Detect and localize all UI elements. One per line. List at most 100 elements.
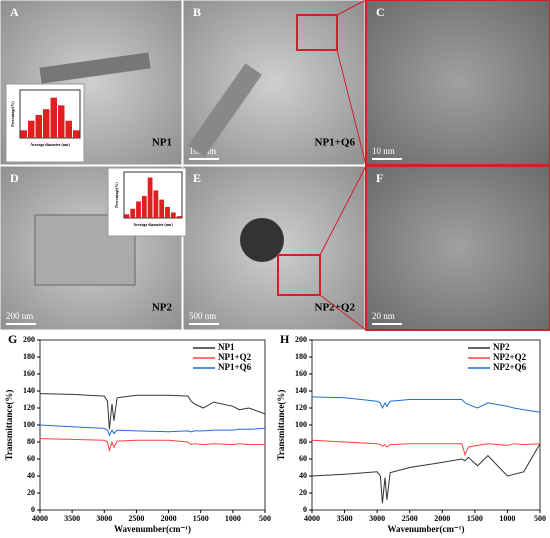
spectrum-line: [311, 439, 541, 457]
histogram-bar: [170, 212, 176, 218]
x-tick-label: 500: [534, 514, 546, 523]
histogram-bar: [50, 97, 57, 138]
panel-letter: C: [376, 5, 385, 19]
spectrum-line: [39, 438, 265, 453]
zoom-box: [296, 14, 338, 51]
legend-label: NP1+Q2: [218, 352, 252, 362]
x-tick-label: 4000: [32, 514, 48, 523]
panel-letter: D: [10, 171, 19, 185]
y-tick-label: 40: [299, 471, 307, 480]
panel-letter: B: [193, 5, 201, 19]
spectrum-line: [39, 393, 266, 430]
x-axis-label: Wavenumber(cm⁻¹): [114, 524, 191, 534]
histogram-bar: [159, 199, 165, 218]
histogram-bar: [165, 206, 170, 218]
spectrum-line: [311, 396, 541, 413]
histogram-bar: [124, 214, 130, 218]
x-tick-label: 3000: [96, 514, 112, 523]
x-tick-label: 3500: [64, 514, 80, 523]
histogram-bar: [58, 105, 65, 138]
inset-bg: [107, 167, 187, 237]
histogram-bar: [65, 120, 72, 138]
histogram-bar: [176, 216, 182, 218]
histogram-bar: [136, 201, 141, 218]
plot-frame: [19, 89, 81, 139]
connector: [319, 294, 367, 331]
zoom-box: [277, 254, 321, 296]
y-tick-label: 20: [27, 488, 35, 497]
y-tick-label: 100: [23, 420, 35, 429]
y-tick-label: 80: [27, 437, 35, 446]
y-axis-label: Transmittance(%): [276, 390, 286, 461]
x-tick-label: 3000: [369, 514, 385, 523]
x-tick-label: 500: [259, 514, 271, 523]
y-axis-label: Transmittance(%): [4, 390, 14, 461]
x-tick-label: 1000: [499, 514, 515, 523]
legend-label: NP2+Q2: [493, 352, 527, 362]
histogram-bar: [73, 130, 80, 138]
connector: [336, 0, 367, 16]
x-axis-label: Average diameter (nm): [30, 142, 70, 147]
panel-letter: E: [193, 171, 201, 185]
x-axis-label: Wavenumber(cm⁻¹): [388, 524, 465, 534]
connector: [336, 49, 367, 166]
histogram-bar: [147, 177, 153, 218]
x-tick-label: 1500: [467, 514, 483, 523]
y-tick-label: 180: [23, 352, 35, 361]
panel-letter: F: [376, 171, 383, 185]
y-tick-label: 120: [23, 403, 35, 412]
y-tick-label: 200: [23, 335, 35, 344]
y-tick-label: 160: [23, 369, 35, 378]
y-tick-label: 0: [31, 505, 35, 514]
y-tick-label: 200: [295, 335, 307, 344]
y-tick-label: 140: [23, 386, 35, 395]
sample-label: NP1: [152, 137, 172, 149]
legend-label: NP2+Q6: [493, 362, 527, 372]
legend-label: NP2: [493, 342, 510, 352]
histogram-bar: [43, 109, 50, 138]
rod: [39, 52, 151, 84]
x-tick-label: 1500: [193, 514, 209, 523]
y-tick-label: 60: [299, 454, 307, 463]
x-tick-label: 4000: [304, 514, 320, 523]
y-tick-label: 60: [27, 454, 35, 463]
sample-label: NP2: [152, 302, 173, 314]
x-tick-label: 2500: [402, 514, 418, 523]
y-tick-label: 20: [299, 488, 307, 497]
plot-frame: [123, 171, 183, 219]
x-tick-label: 2000: [161, 514, 177, 523]
x-axis-label: Average diameter (nm): [133, 222, 173, 227]
scale-label: 20 nm: [372, 311, 395, 321]
micrograph: [365, 0, 550, 166]
y-axis-label: Percentage(%): [10, 101, 15, 127]
y-tick-label: 100: [295, 420, 307, 429]
micrograph: [365, 165, 550, 331]
histogram-bar: [28, 120, 35, 138]
scale-label: 10 nm: [372, 146, 395, 156]
y-tick-label: 0: [303, 505, 307, 514]
y-tick-label: 120: [295, 403, 307, 412]
y-tick-label: 80: [299, 437, 307, 446]
histogram-bar: [20, 130, 27, 138]
y-axis-label: Percentage(%): [114, 182, 119, 208]
x-tick-label: 2500: [128, 514, 144, 523]
sample-label: NP2+Q2: [315, 302, 356, 314]
x-tick-label: 1000: [225, 514, 241, 523]
rod: [188, 63, 262, 157]
spectrum-line: [39, 424, 266, 437]
y-tick-label: 180: [295, 352, 307, 361]
histogram-bar: [35, 114, 42, 138]
scale-label: 500 nm: [189, 311, 216, 321]
y-tick-label: 40: [27, 471, 35, 480]
legend-label: NP1: [218, 342, 235, 352]
y-tick-label: 140: [295, 386, 307, 395]
histogram-bar: [130, 208, 136, 218]
panel-letter: G: [8, 332, 17, 346]
x-tick-label: 3500: [337, 514, 353, 523]
sample-label: NP1+Q6: [315, 137, 356, 149]
histogram-bar: [153, 190, 159, 218]
connector: [319, 165, 367, 256]
histogram-bar: [141, 195, 147, 218]
x-tick-label: 2000: [434, 514, 450, 523]
